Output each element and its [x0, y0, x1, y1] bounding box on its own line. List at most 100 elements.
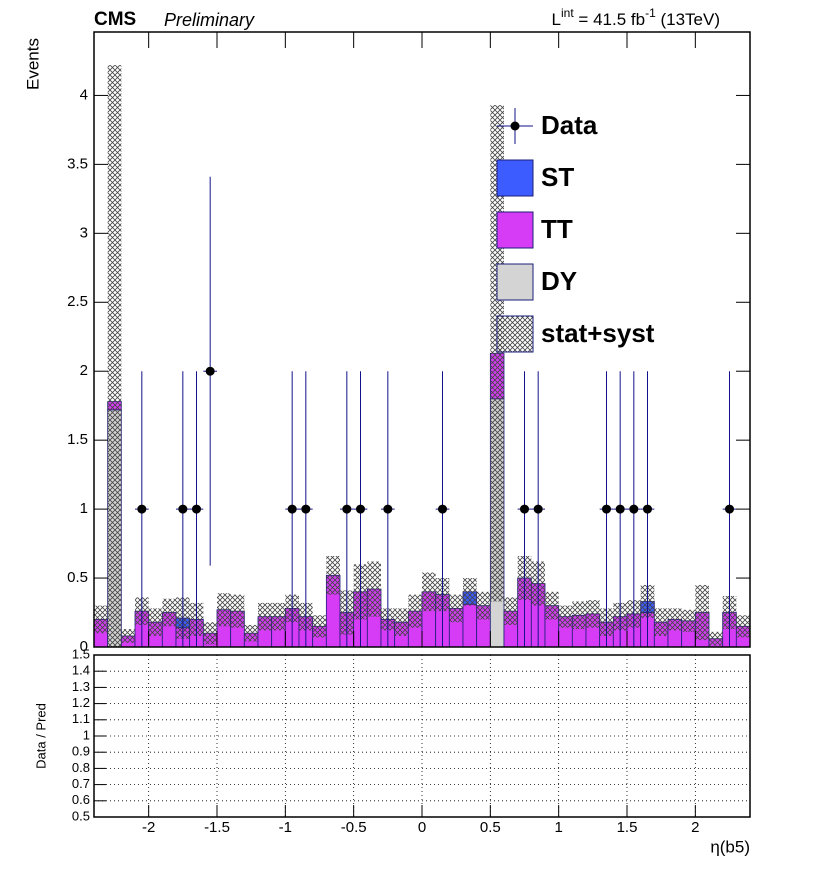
y-tick-label: 1.5 [67, 431, 88, 448]
y-tick-label: 0.5 [67, 569, 88, 586]
y-tick-label: 2.5 [67, 293, 88, 310]
legend-label: TT [541, 214, 573, 244]
uncertainty-band [203, 622, 217, 645]
uncertainty-band [148, 608, 163, 636]
uncertainty-band [326, 555, 340, 595]
uncertainty-band [572, 601, 586, 630]
data-point [301, 504, 311, 514]
uncertainty-band [586, 600, 600, 628]
y-tick-label: 0 [80, 638, 88, 655]
lumi-text: (13TeV) [656, 10, 720, 29]
data-point [383, 504, 393, 514]
y-tick-label: 4 [80, 86, 88, 103]
legend-label: DY [541, 266, 577, 296]
frame [93, 654, 751, 818]
y-tick-label: 1.1 [72, 711, 90, 726]
legend-label: ST [541, 162, 574, 192]
uncertainty-band [107, 65, 122, 647]
x-tick-label: 1 [554, 819, 562, 836]
uncertainty-band [394, 608, 409, 636]
uncertainty-band [408, 594, 422, 628]
uncertainty-band [230, 594, 245, 628]
lumi-text: = 41.5 fb [574, 10, 645, 29]
uncertainty-band [668, 608, 682, 631]
y-tick-label: 3.5 [67, 155, 88, 172]
y-tick-label: 0.5 [72, 808, 90, 823]
uncertainty-band [312, 615, 327, 638]
uncertainty-band [271, 602, 286, 631]
uncertainty-band [367, 561, 381, 617]
y-axis-label: Events [23, 38, 42, 90]
y-tick-label: 1 [80, 500, 88, 517]
lumi-superscript: int [561, 6, 574, 20]
data-point [356, 504, 365, 514]
data-point [520, 504, 529, 514]
uncertainty-band [504, 597, 518, 625]
uncertainty-band [258, 602, 272, 631]
y-tick-label: 0.6 [72, 792, 90, 807]
data-point [192, 504, 201, 514]
x-tick-label: -1.5 [204, 819, 230, 836]
legend-symbol [496, 211, 534, 249]
experiment-label: CMS [94, 9, 136, 30]
data-point [205, 366, 215, 376]
legend-label: Data [541, 110, 598, 140]
uncertainty-band [463, 578, 477, 606]
x-tick-label: -1 [279, 819, 292, 836]
uncertainty-band [244, 624, 258, 642]
uncertainty-band [94, 605, 108, 634]
uncertainty-band [449, 594, 463, 623]
y-tick-label: 1.3 [72, 679, 90, 694]
y-tick-label: 0.8 [72, 760, 90, 775]
x-tick-label: 0 [418, 819, 426, 836]
uncertainty-band [217, 593, 231, 627]
uncertainty-band [654, 608, 668, 636]
y-tick-label: 3 [80, 224, 88, 241]
x-tick-label: 1.5 [617, 819, 638, 836]
data-point [602, 504, 611, 514]
uncertainty-band [476, 591, 491, 620]
histogram-segment [462, 603, 478, 648]
data-point [438, 504, 447, 514]
data-point [643, 504, 652, 514]
legend-symbol [496, 263, 534, 301]
data-point [342, 504, 352, 514]
legend-symbol [510, 121, 520, 131]
status-label: Preliminary [164, 10, 255, 30]
legend-symbol [496, 159, 534, 197]
data-point [533, 504, 543, 514]
y-tick-label: 1.2 [72, 695, 90, 710]
data-point [137, 504, 147, 514]
legend-label: stat+syst [541, 318, 655, 348]
uncertainty-band [422, 572, 436, 612]
y-tick-label: 1.4 [72, 663, 90, 678]
x-tick-label: 2 [691, 819, 699, 836]
x-tick-label: -2 [142, 819, 155, 836]
data-point [629, 504, 639, 514]
uncertainty-band [736, 615, 750, 638]
y-tick-label: 0.9 [72, 744, 90, 759]
ratio-pad: 0.50.60.70.80.911.11.21.31.41.5-2 -1.5 -1-… [72, 646, 751, 836]
uncertainty-band [545, 591, 559, 620]
legend-symbol [496, 315, 534, 353]
uncertainty-band [121, 629, 135, 643]
ratio-y-axis-label: Data / Pred [33, 703, 48, 769]
data-point [287, 504, 297, 514]
lumi-label: Lint = 41.5 fb-1 (13TeV) [552, 6, 720, 29]
y-tick-label: 1.5 [72, 646, 90, 661]
data-point [725, 504, 734, 514]
x-axis-label: η(b5) [710, 837, 750, 856]
lumi-text: L [552, 10, 561, 29]
uncertainty-band [709, 631, 723, 646]
data-point [615, 504, 625, 514]
x-tick-label: 0.5 [480, 819, 501, 836]
uncertainty-band [162, 598, 176, 627]
uncertainty-band [681, 609, 696, 632]
y-tick-label: 0.7 [72, 776, 90, 791]
uncertainty-band [558, 605, 573, 628]
uncertainty-band [695, 584, 709, 641]
x-tick-label: -0.5 [341, 819, 367, 836]
lumi-superscript: -1 [645, 6, 656, 20]
